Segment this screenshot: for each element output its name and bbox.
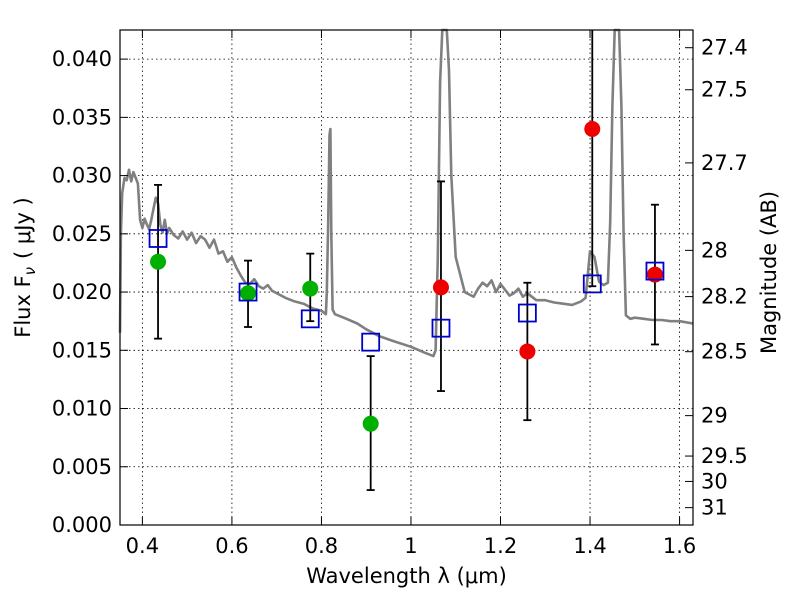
y-axis-label-left: Flux Fν ( μJy ) bbox=[11, 197, 39, 338]
observed-green-point bbox=[150, 253, 167, 270]
x-tick-label: 0.8 bbox=[305, 534, 338, 558]
right-tick-label: 29 bbox=[701, 404, 728, 428]
x-axis-label: Wavelength λ (μm) bbox=[306, 564, 507, 588]
sed-model-curve bbox=[118, 28, 694, 358]
right-tick-label: 27.4 bbox=[701, 36, 748, 60]
y-tick-label: 0.025 bbox=[52, 222, 112, 246]
right-tick-label: 28.2 bbox=[701, 285, 748, 309]
right-tick-label: 31 bbox=[701, 496, 728, 520]
right-tick-label: 27.7 bbox=[701, 151, 748, 175]
model-square bbox=[361, 332, 381, 352]
right-tick-label: 27.5 bbox=[701, 78, 748, 102]
y-tick-label: 0.015 bbox=[52, 338, 112, 362]
y-tick-label: 0.020 bbox=[52, 280, 112, 304]
x-tick-label: 1.2 bbox=[484, 534, 517, 558]
model-square bbox=[431, 318, 451, 338]
y-tick-label: 0.040 bbox=[52, 47, 112, 71]
model-square bbox=[238, 282, 258, 302]
model-square bbox=[582, 274, 602, 294]
y-axis-label-unit: ( μJy ) bbox=[11, 197, 35, 259]
x-tick-label: 1.6 bbox=[663, 534, 696, 558]
model-square bbox=[645, 261, 665, 281]
model-square bbox=[300, 309, 320, 329]
y-axis-label-right: Magnitude (AB) bbox=[757, 191, 781, 354]
x-tick-label: 0.6 bbox=[215, 534, 248, 558]
right-tick-label: 28.5 bbox=[701, 340, 748, 364]
model-square bbox=[148, 229, 168, 248]
model-points bbox=[148, 229, 665, 352]
x-tick-label: 1 bbox=[404, 534, 417, 558]
right-tick-label: 28 bbox=[701, 238, 728, 262]
observed-green-point bbox=[302, 280, 319, 297]
observed-red-point bbox=[584, 121, 601, 137]
right-tick-label: 29.5 bbox=[701, 444, 748, 468]
sed-curve-line bbox=[118, 28, 694, 358]
observed-green-point bbox=[240, 285, 257, 302]
y-tick-label: 0.000 bbox=[52, 513, 112, 537]
y-tick-label: 0.005 bbox=[52, 455, 112, 479]
model-square bbox=[517, 303, 537, 323]
observed-points bbox=[150, 121, 663, 432]
y-axis-label-sub: ν bbox=[21, 267, 39, 275]
y-tick-label: 0.030 bbox=[52, 164, 112, 188]
y-tick-label: 0.010 bbox=[52, 397, 112, 421]
x-tick-label: 0.4 bbox=[126, 534, 159, 558]
y-axis-label-main: Flux F bbox=[11, 275, 35, 337]
observed-red-point bbox=[646, 266, 663, 283]
x-tick-label: 1.4 bbox=[573, 534, 606, 558]
observed-red-point bbox=[519, 343, 536, 360]
y-tick-label: 0.035 bbox=[52, 105, 112, 129]
observed-green-point bbox=[362, 415, 379, 432]
observed-red-point bbox=[432, 279, 449, 296]
plot-frame bbox=[119, 29, 694, 526]
axis-ticks: 0.4 0.6 0.8 1 1.2 1.4 1.6 0.000 0.005 0.010 0.015 0… bbox=[52, 30, 748, 558]
right-tick-label: 30 bbox=[701, 469, 728, 493]
